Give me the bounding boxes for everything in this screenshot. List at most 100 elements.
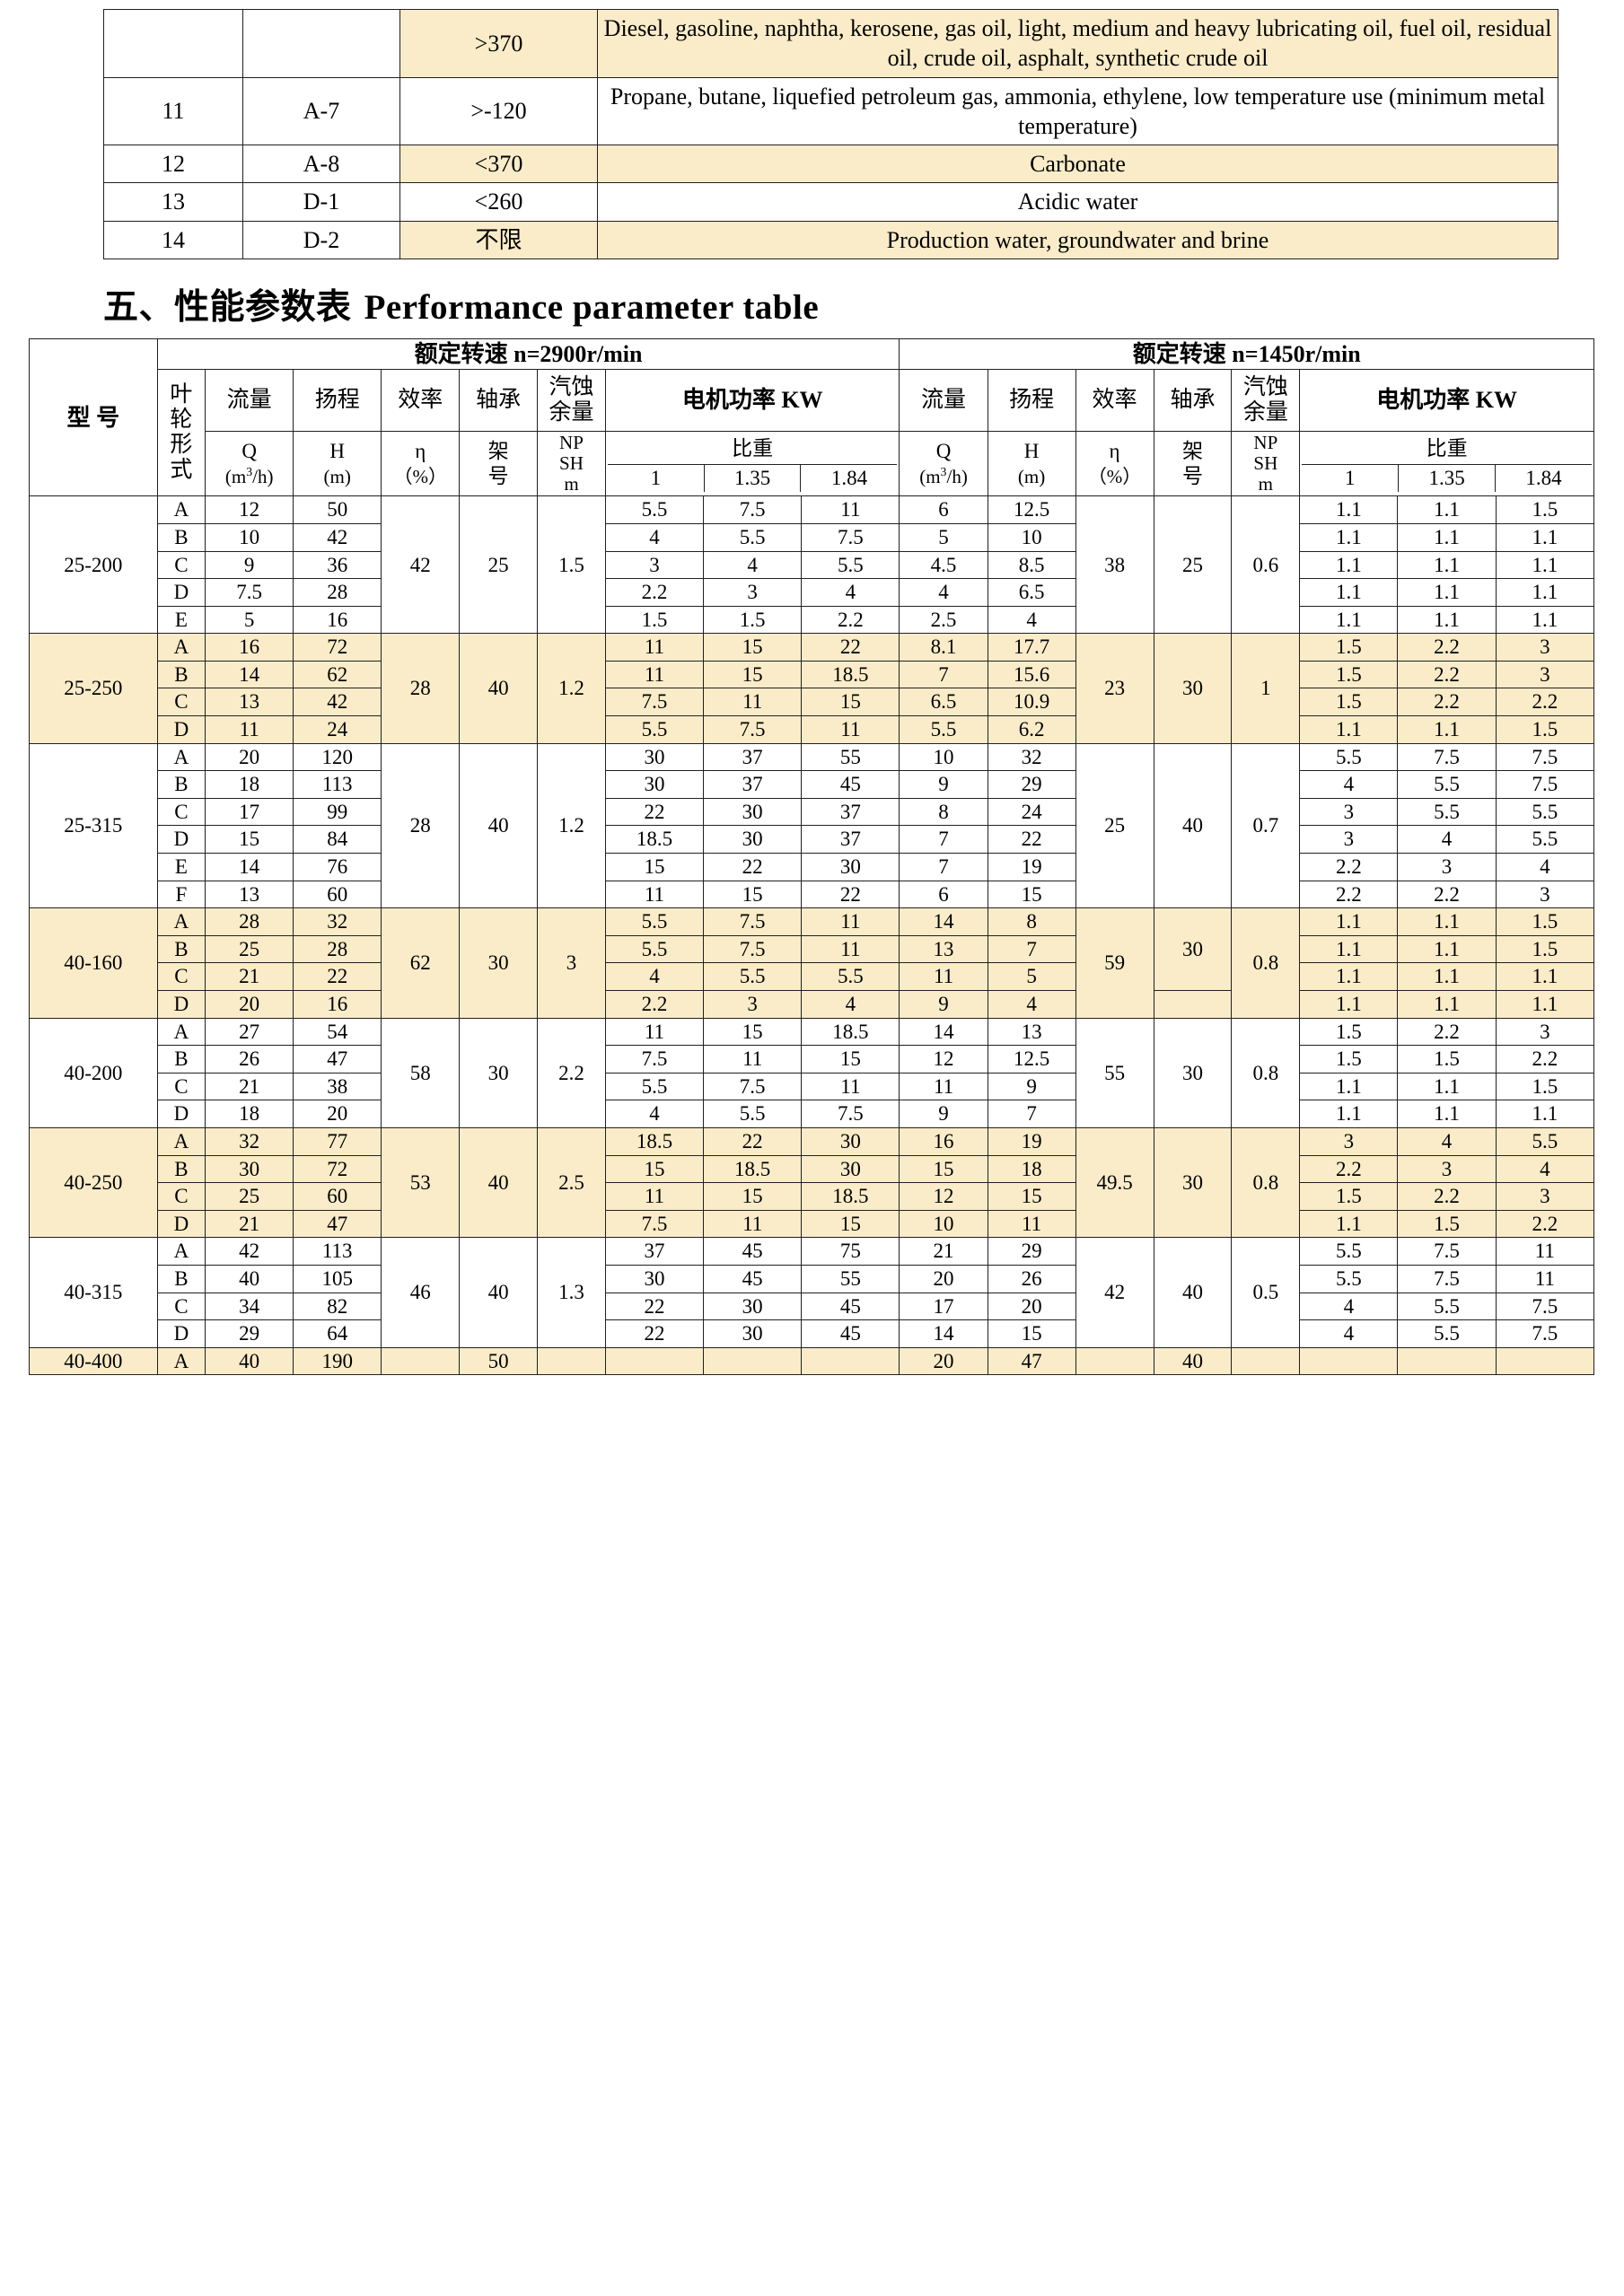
table-row: D 7.5 28 2.2 3 4 4 6.5 1.1 1.1 1.1 bbox=[30, 578, 1595, 607]
power-2900-g135-cell bbox=[703, 1346, 803, 1376]
flow-1450-cell: 12 bbox=[899, 1045, 988, 1074]
head-1450-cell: 32 bbox=[987, 742, 1076, 772]
impeller-form-cell: A bbox=[156, 1346, 206, 1376]
pump-model-cell: 40-400 bbox=[29, 1346, 158, 1376]
media-row-temperature: >-120 bbox=[399, 76, 598, 146]
power-1450-g135-cell: 1.5 bbox=[1397, 1045, 1497, 1074]
flow-2900-cell: 21 bbox=[205, 962, 294, 992]
power-1450-g1-cell: 2.2 bbox=[1299, 853, 1399, 881]
media-row-number: 12 bbox=[103, 145, 243, 184]
head-2900-cell: 60 bbox=[293, 1182, 382, 1211]
media-row-code bbox=[242, 9, 400, 78]
power-1450-g1-cell: 1.1 bbox=[1299, 962, 1399, 992]
flow-1450-cell: 17 bbox=[899, 1292, 988, 1321]
head-1450-cell: 10 bbox=[987, 522, 1076, 552]
bearing-1450-cell: 30 bbox=[1153, 907, 1233, 992]
bearing-2900-cell: 30 bbox=[459, 1017, 539, 1128]
header-symbol-eta-1450: η （%） bbox=[1075, 431, 1154, 497]
pump-model-cell: 25-250 bbox=[29, 633, 158, 744]
npsh-1450-cell: 0.7 bbox=[1231, 742, 1301, 909]
power-1450-g135-cell: 5.5 bbox=[1397, 1319, 1497, 1348]
power-1450-g184-cell: 1.5 bbox=[1495, 1072, 1595, 1101]
power-1450-g135-cell bbox=[1397, 1346, 1497, 1376]
media-row-code: A-8 bbox=[242, 145, 400, 184]
flow-2900-cell: 27 bbox=[205, 1017, 294, 1047]
head-1450-cell: 22 bbox=[987, 825, 1076, 854]
power-1450-g184-cell: 2.2 bbox=[1495, 1209, 1595, 1239]
header-row-labels: 叶轮形式 流量 扬程 效率 轴承 汽蚀余量 电机功率 KW 流量 扬程 效率 轴… bbox=[30, 369, 1594, 497]
power-2900-g184-cell: 7.5 bbox=[801, 1100, 900, 1128]
table-row: B 30 72 15 18.5 30 15 18 2.2 3 4 bbox=[30, 1154, 1595, 1184]
power-2900-g1-cell: 11 bbox=[604, 880, 705, 909]
flow-2900-cell: 26 bbox=[205, 1045, 294, 1074]
head-2900-cell: 28 bbox=[293, 934, 382, 964]
npsh-1450-cell: 0.8 bbox=[1231, 1017, 1301, 1128]
power-1450-g1-cell: 1.1 bbox=[1299, 578, 1399, 607]
head-2900-cell: 190 bbox=[293, 1346, 382, 1376]
head-2900-cell: 77 bbox=[293, 1126, 382, 1156]
impeller-form-cell: B bbox=[156, 934, 206, 964]
flow-2900-cell: 5 bbox=[205, 605, 294, 635]
power-2900-g184-cell: 11 bbox=[801, 715, 900, 744]
power-1450-g184-cell: 3 bbox=[1495, 660, 1595, 689]
table-row: B 25 28 5.5 7.5 11 13 7 1.1 1.1 1.5 bbox=[30, 934, 1595, 964]
power-2900-g1-cell: 3 bbox=[604, 550, 705, 580]
npsh-1450-cell: 0.8 bbox=[1231, 907, 1301, 1019]
power-1450-g184-cell: 1.1 bbox=[1495, 578, 1595, 607]
head-1450-cell: 12.5 bbox=[987, 495, 1076, 524]
bearing-2900-cell: 40 bbox=[459, 633, 539, 744]
bearing-1450-cell: 40 bbox=[1153, 1346, 1233, 1376]
power-1450-g1-cell: 1.5 bbox=[1299, 1182, 1399, 1211]
power-2900-g135-cell: 7.5 bbox=[703, 715, 803, 744]
power-1450-g1-cell: 4 bbox=[1299, 770, 1399, 799]
power-2900-g184-cell: 30 bbox=[801, 853, 900, 881]
power-2900-g1-cell: 30 bbox=[604, 770, 705, 799]
power-2900-g184-cell: 30 bbox=[801, 1154, 900, 1184]
power-2900-g135-cell: 18.5 bbox=[703, 1154, 803, 1184]
performance-header: 型 号 额定转速 n=2900r/min 额定转速 n=1450r/min 叶轮… bbox=[29, 337, 1594, 497]
efficiency-2900-cell: 58 bbox=[381, 1017, 461, 1128]
media-row-temperature: 不限 bbox=[399, 220, 598, 259]
head-2900-cell: 47 bbox=[293, 1209, 382, 1239]
power-2900-g184-cell: 7.5 bbox=[801, 522, 900, 552]
table-row: E 14 76 15 22 30 7 19 2.2 3 4 bbox=[30, 853, 1595, 881]
table-row: 25-250 A 16 72 28 40 1.2 11 15 22 8.1 17.7 23 30 1 1.5 2… bbox=[29, 633, 1595, 744]
power-1450-g1-cell: 1.1 bbox=[1299, 522, 1399, 552]
header-gravity-2900: 比重 1 1.35 1.84 bbox=[604, 431, 900, 497]
head-1450-cell: 11 bbox=[987, 1209, 1076, 1239]
gravity-label-1450: 比重 bbox=[1426, 436, 1468, 460]
flow-2900-cell: 13 bbox=[205, 688, 294, 717]
header-flow-1450: 流量 bbox=[899, 369, 988, 433]
power-2900-g1-cell: 22 bbox=[604, 1292, 705, 1321]
power-2900-g135-cell: 11 bbox=[703, 688, 803, 717]
table-row: 40-315 A 42 113 46 40 1.3 37 45 75 21 29 42 40 0.5 5.5 7… bbox=[29, 1237, 1595, 1348]
header-impeller-form-text: 叶轮形式 bbox=[170, 382, 193, 483]
power-1450-g1-cell: 1.1 bbox=[1299, 550, 1399, 580]
bearing-2900-cell: 25 bbox=[459, 495, 539, 635]
flow-2900-cell: 10 bbox=[205, 522, 294, 552]
npsh-2900-cell bbox=[537, 1346, 606, 1376]
head-2900-cell: 24 bbox=[293, 715, 382, 744]
header-row-speed: 型 号 额定转速 n=2900r/min 额定转速 n=1450r/min bbox=[29, 337, 1594, 497]
flow-2900-cell: 25 bbox=[205, 1182, 294, 1211]
header-symbol-frame-2900: 架号 bbox=[459, 431, 539, 497]
pump-model-cell: 25-200 bbox=[29, 495, 158, 635]
flow-1450-cell: 11 bbox=[899, 1072, 988, 1101]
power-1450-g184-cell: 7.5 bbox=[1495, 1292, 1595, 1321]
header-symbol-H-2900: H (m) bbox=[293, 431, 382, 497]
power-2900-g135-cell: 5.5 bbox=[703, 962, 803, 992]
power-2900-g184-cell: 18.5 bbox=[801, 1182, 900, 1211]
flow-2900-cell: 21 bbox=[205, 1072, 294, 1101]
gravity-label-2900: 比重 bbox=[732, 436, 774, 460]
table-row: B 40 105 30 45 55 20 26 5.5 7.5 11 bbox=[30, 1264, 1595, 1293]
table-row: 14 D-2 不限 Production water, groundwater and… bbox=[103, 220, 1558, 259]
table-row: B 10 42 4 5.5 7.5 5 10 1.1 1.1 1.1 bbox=[30, 522, 1595, 552]
impeller-form-cell: E bbox=[156, 605, 206, 635]
head-2900-cell: 64 bbox=[293, 1319, 382, 1348]
head-1450-cell: 26 bbox=[987, 1264, 1076, 1293]
flow-1450-cell: 10 bbox=[899, 742, 988, 772]
power-2900-g135-cell: 22 bbox=[703, 1126, 803, 1156]
table-row: C 21 38 5.5 7.5 11 11 9 1.1 1.1 1.5 bbox=[30, 1072, 1595, 1101]
bearing-2900-cell: 40 bbox=[459, 1237, 539, 1348]
impeller-form-cell: C bbox=[156, 1182, 206, 1211]
